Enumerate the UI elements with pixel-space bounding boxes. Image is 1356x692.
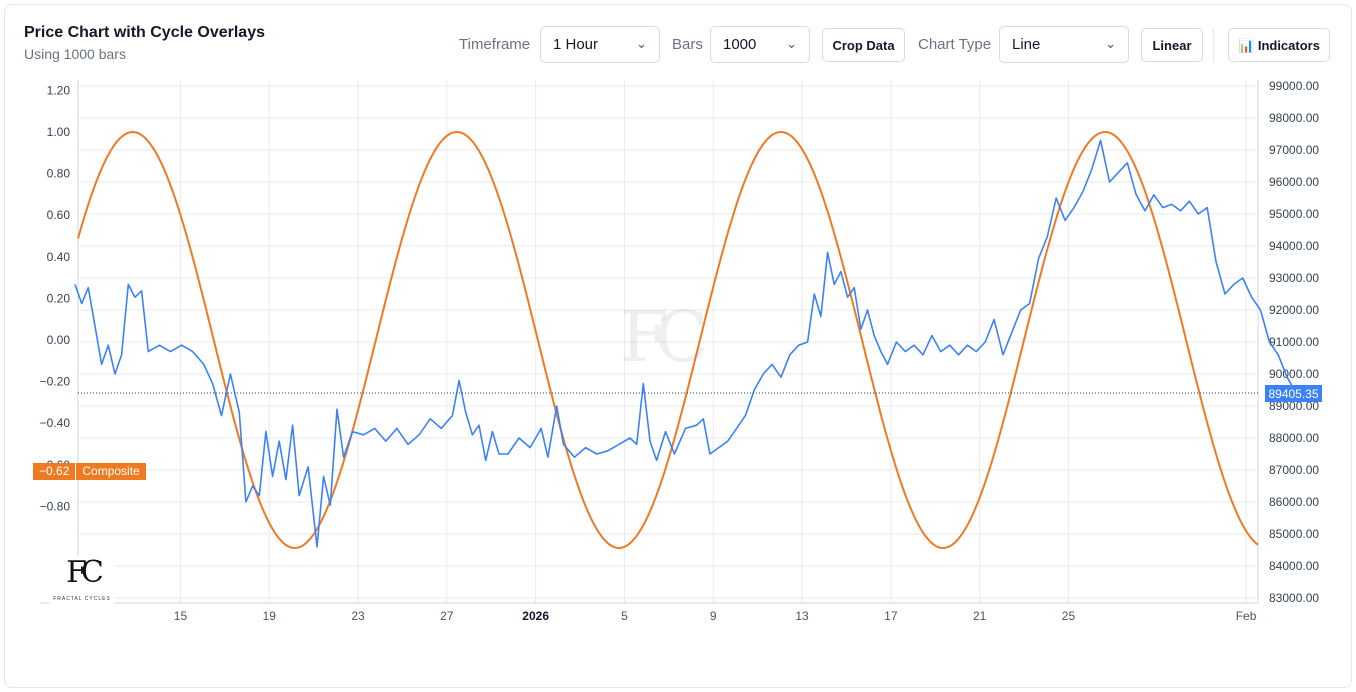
right-tick-label: 90000.00: [1269, 367, 1319, 381]
crop-data-button[interactable]: Crop Data: [822, 28, 905, 62]
x-tick-label: 21: [973, 609, 987, 623]
x-tick-label: 23: [351, 609, 365, 623]
right-tick-label: 87000.00: [1269, 463, 1319, 477]
chart-title: Price Chart with Cycle Overlays: [24, 24, 265, 41]
chevron-down-icon: ⌄: [786, 36, 797, 51]
x-tick-label: 17: [884, 609, 898, 623]
x-tick-label: 9: [710, 609, 717, 623]
left-tick-label: 1.00: [47, 125, 71, 139]
right-tick-label: 83000.00: [1269, 591, 1319, 605]
left-tick-label: 0.20: [47, 291, 71, 305]
chevron-down-icon: ⌄: [636, 36, 647, 51]
left-tick-label: −0.80: [40, 499, 71, 513]
toolbar-divider: [1213, 28, 1214, 62]
right-tick-label: 86000.00: [1269, 495, 1319, 509]
x-tick-label: 15: [174, 609, 188, 623]
chart-type-select[interactable]: Line ⌄: [999, 26, 1129, 63]
composite-tag: −0.62 Composite: [33, 463, 146, 480]
chart-subtitle: Using 1000 bars: [24, 46, 126, 62]
bars-label: Bars: [672, 36, 703, 53]
left-tick-label: 1.20: [47, 83, 71, 97]
bars-value: 1000: [723, 36, 757, 53]
composite-value: −0.62: [33, 463, 77, 480]
timeframe-value: 1 Hour: [553, 36, 599, 53]
composite-cycle-line: [77, 130, 1259, 550]
right-tick-label: 96000.00: [1269, 175, 1319, 189]
x-tick-label: 13: [795, 609, 809, 623]
left-tick-label: −0.20: [40, 375, 71, 389]
timeframe-label: Timeframe: [459, 36, 531, 53]
chart-type-label: Chart Type: [918, 36, 992, 53]
right-tick-label: 95000.00: [1269, 207, 1319, 221]
right-tick-label: 93000.00: [1269, 271, 1319, 285]
chart-watermark: FC: [620, 296, 708, 378]
x-tick-label: 27: [440, 609, 454, 623]
x-tick-label: 19: [263, 609, 277, 623]
left-tick-label: 0.80: [47, 167, 71, 181]
fractal-cycles-logo: FC FRACTAL CYCLES: [50, 556, 114, 606]
indicators-button[interactable]: 📊 Indicators: [1228, 28, 1330, 62]
x-tick-label: Feb: [1236, 609, 1257, 623]
right-tick-label: 98000.00: [1269, 111, 1319, 125]
right-tick-label: 94000.00: [1269, 239, 1319, 253]
right-tick-label: 97000.00: [1269, 143, 1319, 157]
logo-mark: FC: [66, 555, 104, 590]
composite-name: Composite: [76, 463, 146, 480]
right-tick-label: 88000.00: [1269, 431, 1319, 445]
right-tick-label: 85000.00: [1269, 527, 1319, 541]
right-tick-label: 99000.00: [1269, 79, 1319, 93]
left-tick-label: 0.40: [47, 250, 71, 264]
price-line: [74, 139, 1297, 548]
x-tick-label: 2026: [522, 609, 549, 623]
right-tick-label: 89000.00: [1269, 399, 1319, 413]
right-tick-label: 91000.00: [1269, 335, 1319, 349]
timeframe-select[interactable]: 1 Hour ⌄: [540, 26, 660, 63]
left-tick-label: 0.00: [47, 333, 71, 347]
x-tick-label: 5: [621, 609, 628, 623]
bars-select[interactable]: 1000 ⌄: [710, 26, 810, 63]
chart-type-value: Line: [1012, 36, 1041, 53]
right-tick-label: 84000.00: [1269, 559, 1319, 573]
linear-scale-button[interactable]: Linear: [1141, 28, 1203, 62]
logo-subtext: FRACTAL CYCLES: [53, 596, 111, 602]
left-tick-label: 0.60: [47, 208, 71, 222]
chevron-down-icon: ⌄: [1105, 36, 1116, 51]
last-price-tag: 89405.35: [1265, 385, 1322, 402]
left-tick-label: −0.40: [40, 416, 71, 430]
x-tick-label: 25: [1062, 609, 1076, 623]
right-tick-label: 92000.00: [1269, 303, 1319, 317]
